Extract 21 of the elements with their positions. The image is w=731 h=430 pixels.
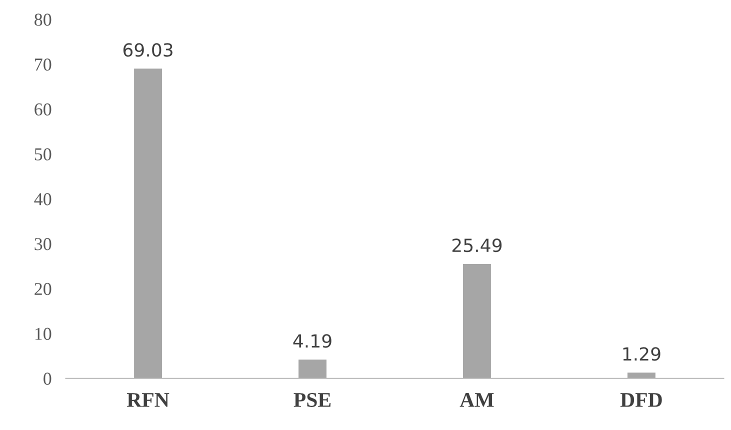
bar xyxy=(627,372,656,378)
x-tick-label: RFN xyxy=(126,393,170,407)
y-tick-label: 60 xyxy=(34,103,52,116)
data-label: 4.19 xyxy=(293,334,332,348)
data-label: 25.49 xyxy=(452,238,502,252)
x-tick-label: PSE xyxy=(294,392,331,407)
y-tick-label: 30 xyxy=(34,238,52,250)
x-tick-label: DFD xyxy=(620,393,662,407)
data-label: 1.29 xyxy=(623,347,660,361)
bar xyxy=(298,360,326,378)
bar xyxy=(462,264,491,378)
y-tick-label: 80 xyxy=(34,14,52,26)
y-tick-label: 10 xyxy=(35,328,52,340)
y-tick-label: 40 xyxy=(34,193,52,206)
x-tick-label: AM xyxy=(460,392,494,407)
bar xyxy=(134,68,162,378)
y-tick-label: 50 xyxy=(34,148,52,160)
y-tick-label: 0 xyxy=(44,372,52,385)
data-label: 69.03 xyxy=(123,43,172,57)
y-tick-label: 70 xyxy=(35,58,52,71)
y-tick-label: 20 xyxy=(34,282,52,296)
